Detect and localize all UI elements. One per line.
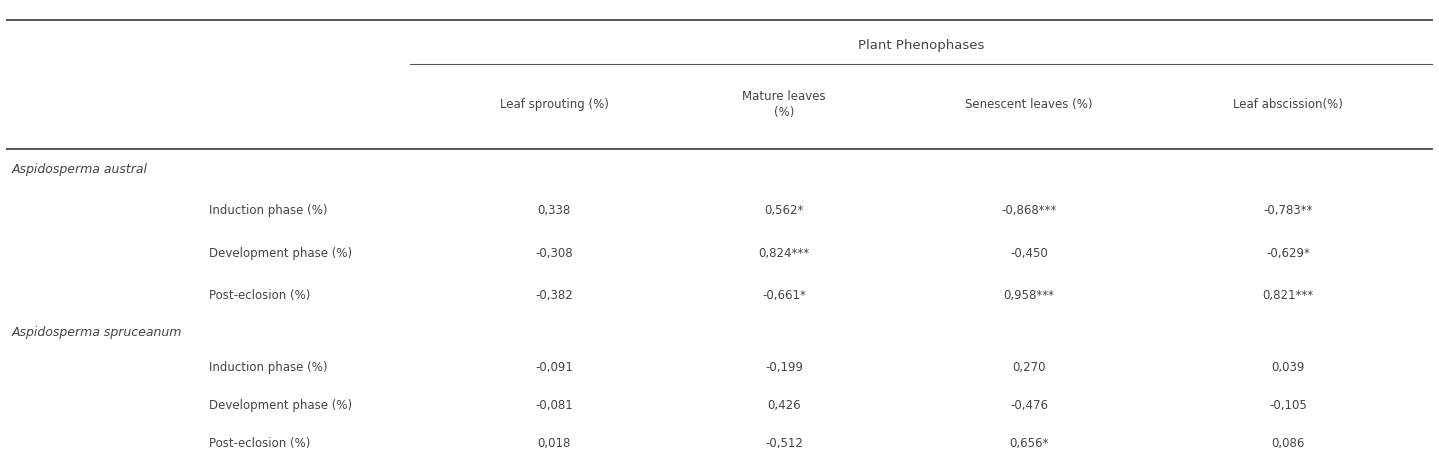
Text: Development phase (%): Development phase (%) [209, 247, 351, 260]
Text: 0,824***: 0,824*** [758, 247, 810, 260]
Text: 0,338: 0,338 [537, 204, 571, 217]
Text: -0,081: -0,081 [535, 399, 573, 412]
Text: 0,656*: 0,656* [1009, 437, 1049, 449]
Text: Aspidosperma austral: Aspidosperma austral [12, 164, 148, 176]
Text: -0,450: -0,450 [1010, 247, 1048, 260]
Text: Induction phase (%): Induction phase (%) [209, 361, 327, 374]
Text: -0,629*: -0,629* [1266, 247, 1309, 260]
Text: Aspidosperma spruceanum: Aspidosperma spruceanum [12, 327, 181, 339]
Text: -0,199: -0,199 [766, 361, 803, 374]
Text: -0,476: -0,476 [1010, 399, 1048, 412]
Text: Post-eclosion (%): Post-eclosion (%) [209, 289, 309, 302]
Text: Induction phase (%): Induction phase (%) [209, 204, 327, 217]
Text: 0,270: 0,270 [1012, 361, 1046, 374]
Text: 0,018: 0,018 [537, 437, 571, 449]
Text: Post-eclosion (%): Post-eclosion (%) [209, 437, 309, 449]
Text: -0,661*: -0,661* [763, 289, 806, 302]
Text: Leaf abscission(%): Leaf abscission(%) [1233, 98, 1343, 111]
Text: 0,958***: 0,958*** [1003, 289, 1055, 302]
Text: -0,105: -0,105 [1269, 399, 1307, 412]
Text: -0,512: -0,512 [766, 437, 803, 449]
Text: 0,562*: 0,562* [764, 204, 804, 217]
Text: 0,086: 0,086 [1271, 437, 1305, 449]
Text: Leaf sprouting (%): Leaf sprouting (%) [499, 98, 609, 111]
Text: -0,091: -0,091 [535, 361, 573, 374]
Text: -0,868***: -0,868*** [1002, 204, 1056, 217]
Text: Mature leaves
(%): Mature leaves (%) [743, 90, 826, 119]
Text: Senescent leaves (%): Senescent leaves (%) [966, 98, 1092, 111]
Text: -0,308: -0,308 [535, 247, 573, 260]
Text: 0,039: 0,039 [1271, 361, 1305, 374]
Text: Development phase (%): Development phase (%) [209, 399, 351, 412]
Text: Plant Phenophases: Plant Phenophases [858, 39, 984, 52]
Text: -0,783**: -0,783** [1263, 204, 1312, 217]
Text: 0,821***: 0,821*** [1262, 289, 1314, 302]
Text: 0,426: 0,426 [767, 399, 802, 412]
Text: -0,382: -0,382 [535, 289, 573, 302]
